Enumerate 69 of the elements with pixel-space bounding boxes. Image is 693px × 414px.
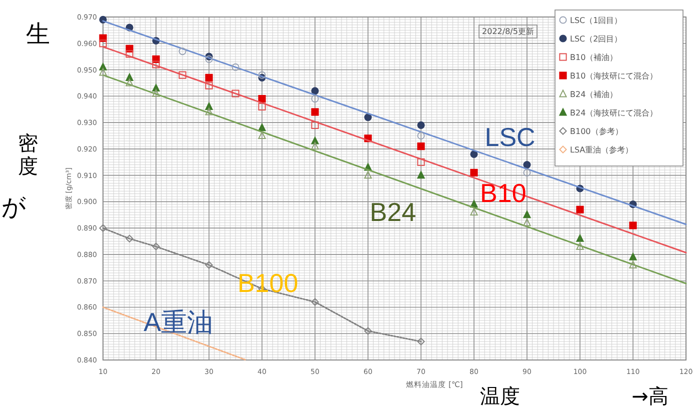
point bbox=[364, 171, 372, 179]
legend-label: LSC（2回目） bbox=[570, 34, 622, 44]
point bbox=[232, 90, 240, 98]
legend-label: B10（補油） bbox=[570, 53, 618, 62]
point bbox=[311, 121, 319, 129]
point bbox=[126, 50, 134, 58]
point bbox=[417, 338, 425, 346]
point bbox=[629, 260, 637, 268]
point bbox=[523, 160, 531, 169]
point bbox=[417, 171, 425, 179]
point bbox=[258, 124, 266, 132]
point bbox=[470, 168, 478, 176]
point bbox=[152, 60, 160, 68]
point bbox=[126, 78, 134, 86]
legend-label: LSC（1回目） bbox=[570, 16, 622, 25]
point bbox=[311, 94, 319, 103]
point bbox=[205, 82, 213, 90]
point bbox=[311, 87, 319, 95]
point bbox=[258, 131, 266, 140]
text: 生 bbox=[26, 20, 50, 48]
legend-label: B24（補油） bbox=[570, 90, 618, 99]
point bbox=[258, 94, 266, 103]
point bbox=[576, 242, 584, 250]
point bbox=[205, 55, 213, 64]
text: が bbox=[2, 193, 26, 221]
point bbox=[417, 132, 425, 140]
point bbox=[232, 63, 240, 71]
legend-label: B10（海技研にて混合） bbox=[570, 72, 658, 80]
legend-label: B100（参考） bbox=[570, 127, 623, 136]
annotation: LSC bbox=[484, 122, 536, 152]
point bbox=[205, 74, 213, 82]
point bbox=[417, 158, 425, 166]
point bbox=[99, 68, 107, 76]
legend-label: LSA重油（参考） bbox=[570, 146, 634, 154]
point bbox=[523, 210, 531, 218]
point bbox=[523, 218, 531, 226]
point bbox=[364, 113, 372, 122]
point bbox=[417, 142, 425, 150]
annotation: B24 bbox=[370, 197, 416, 228]
point bbox=[126, 234, 134, 242]
point bbox=[99, 40, 107, 48]
annotation: B100 bbox=[237, 268, 298, 298]
legend-label: B24（海技研にて混合） bbox=[570, 108, 658, 118]
text: →高 bbox=[632, 384, 668, 408]
point bbox=[178, 48, 186, 56]
point bbox=[311, 108, 319, 116]
point bbox=[629, 222, 637, 230]
text: 温度 bbox=[480, 384, 520, 408]
point bbox=[311, 142, 319, 150]
point bbox=[205, 261, 213, 269]
point bbox=[205, 108, 213, 116]
point bbox=[258, 102, 266, 111]
point bbox=[311, 298, 319, 306]
text: 密度 bbox=[18, 131, 38, 178]
point bbox=[99, 224, 107, 232]
annotation: B10 bbox=[480, 178, 526, 208]
point bbox=[152, 89, 160, 97]
point bbox=[258, 71, 266, 79]
point bbox=[470, 208, 478, 216]
point bbox=[364, 327, 372, 335]
point bbox=[152, 242, 160, 250]
annotation: 2022/8/5更新 bbox=[482, 27, 534, 36]
point bbox=[178, 71, 186, 79]
point bbox=[576, 206, 584, 214]
point bbox=[470, 150, 478, 158]
point bbox=[576, 234, 584, 242]
point bbox=[417, 121, 425, 129]
point bbox=[523, 168, 531, 176]
point bbox=[629, 252, 637, 260]
